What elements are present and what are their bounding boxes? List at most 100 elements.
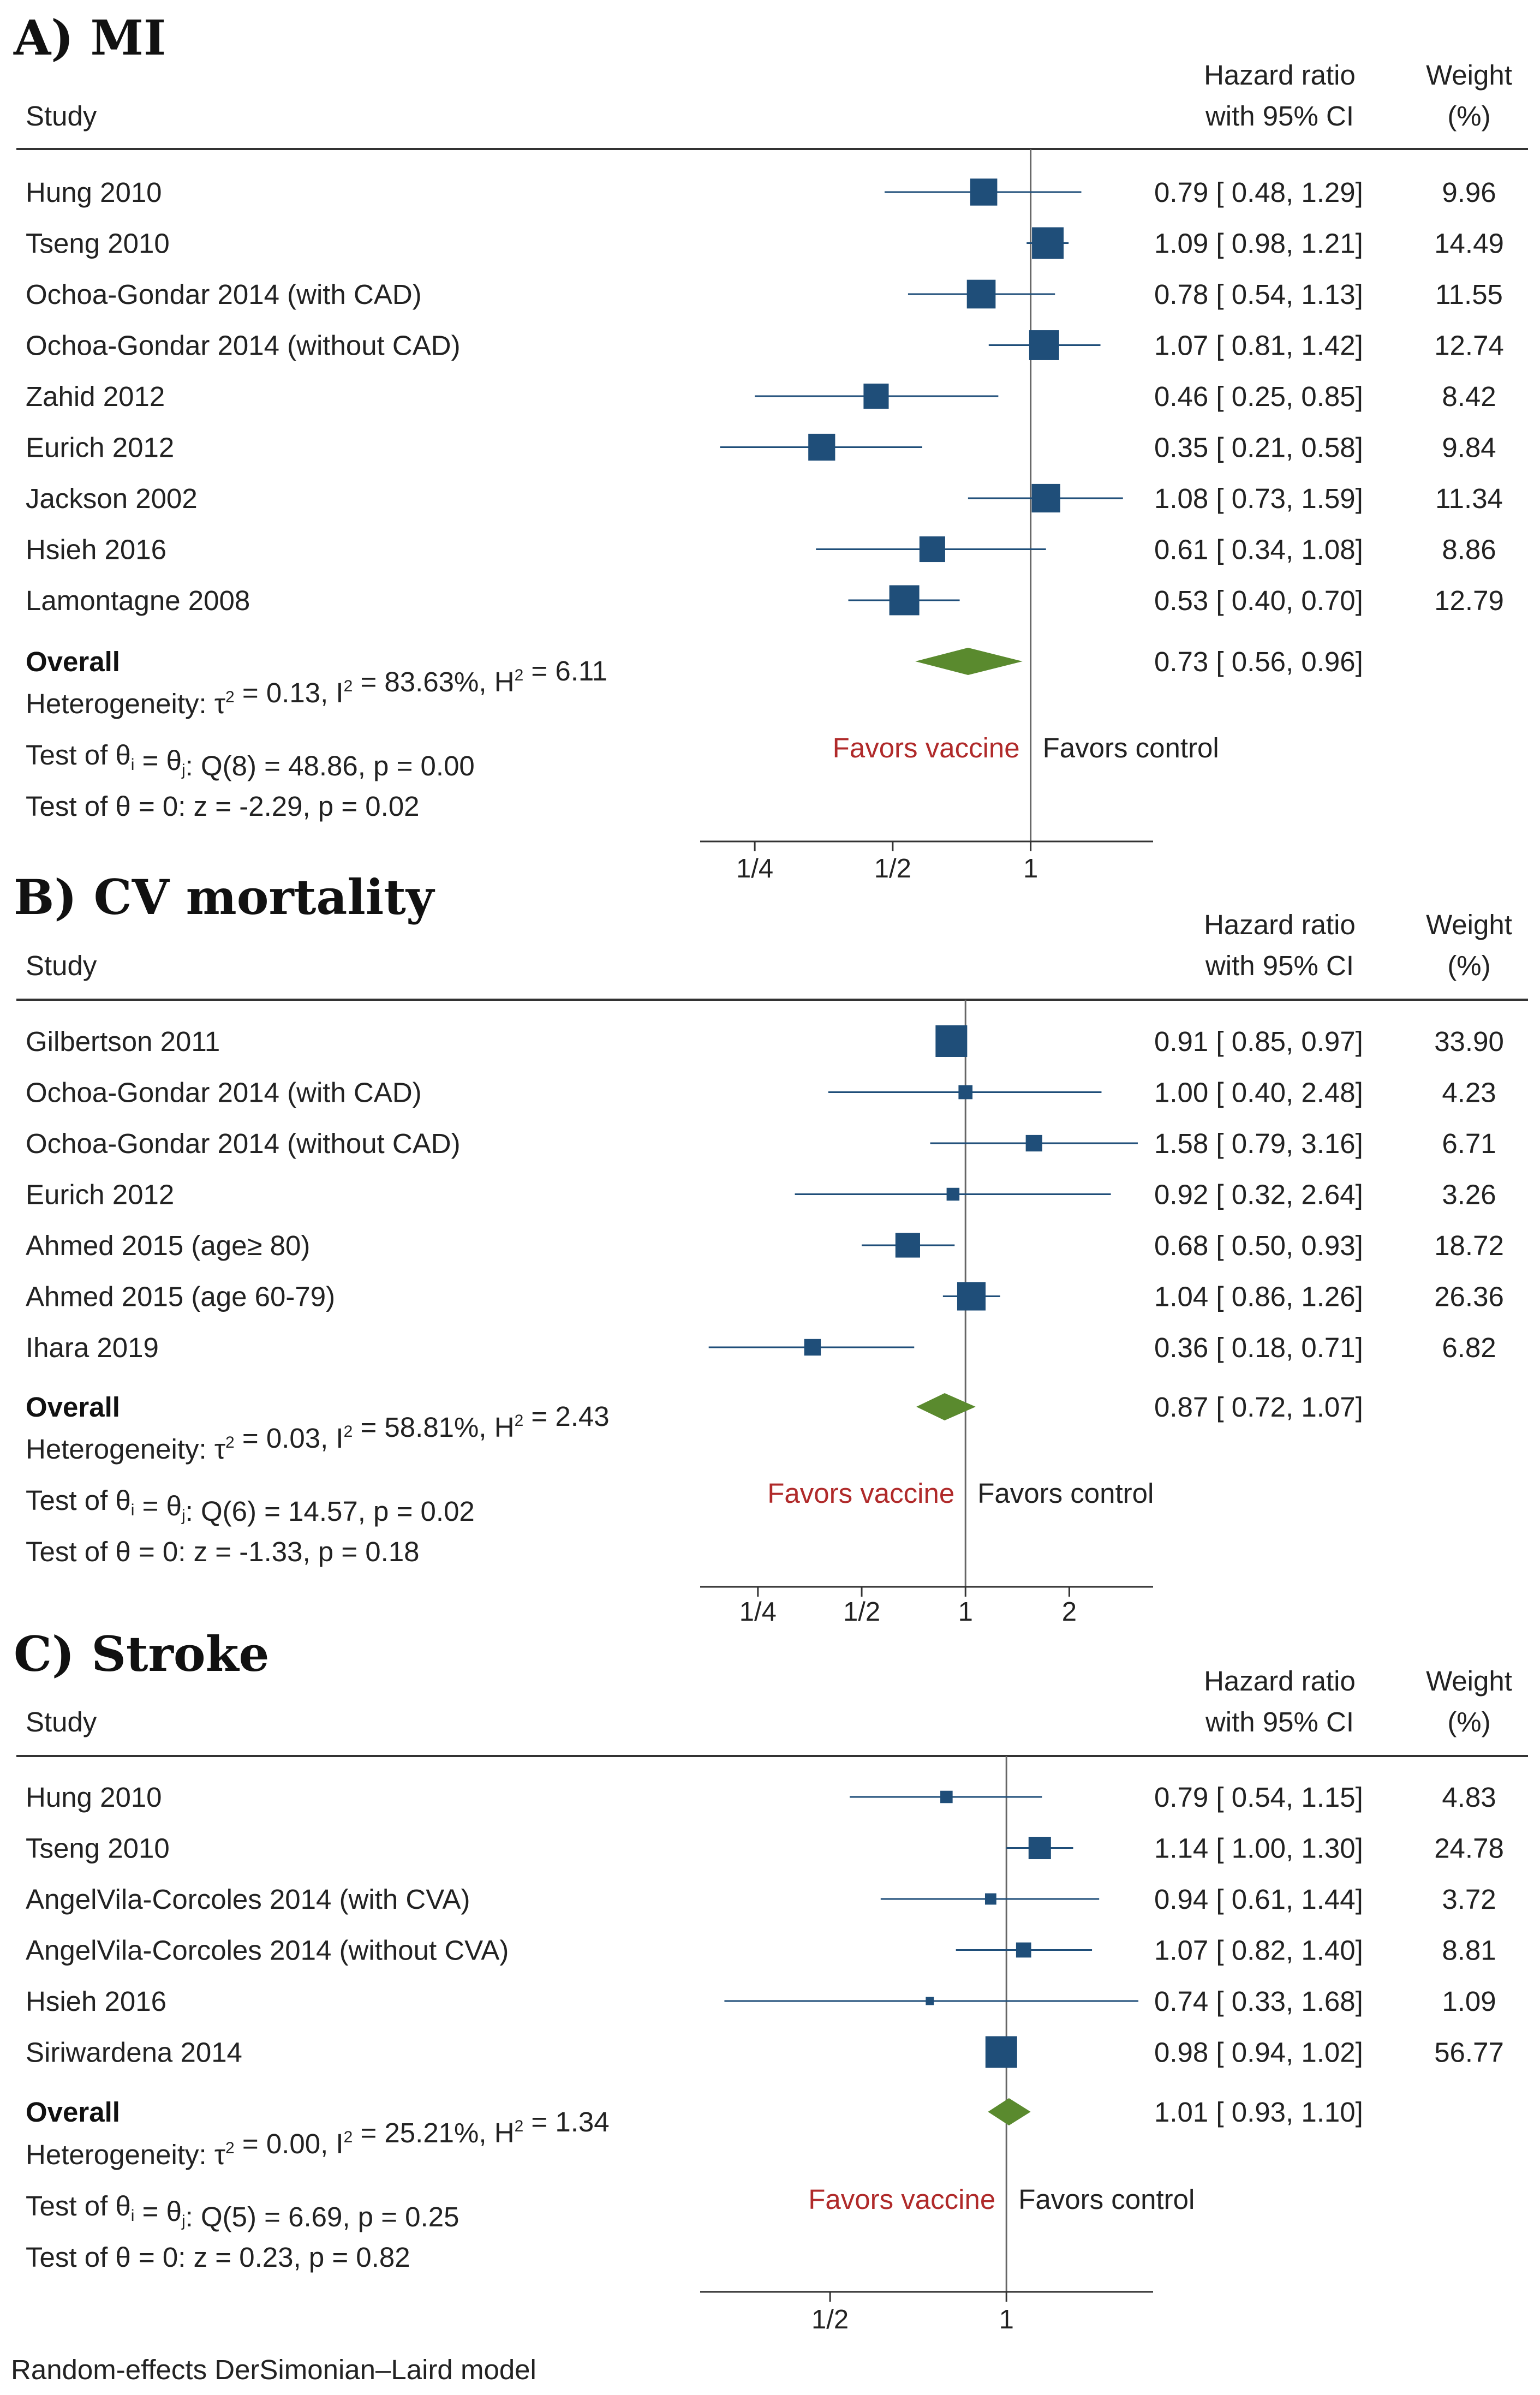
weight-value: 6.82 (1442, 1332, 1496, 1363)
stat-line: Test of θ = 0: z = -2.29, p = 0.02 (26, 791, 420, 822)
weight-value: 8.42 (1442, 381, 1496, 412)
study-row: Zahid 2012 0.46 [ 0.25, 0.85] 8.42 (26, 381, 1496, 412)
study-row: AngelVila-Corcoles 2014 (with CVA) 0.94 [… (26, 1884, 1496, 1915)
study-label: Lamontagne 2008 (26, 585, 250, 616)
stat-text: = 83.63%, H (353, 666, 514, 697)
study-row: Tseng 2010 1.14 [ 1.00, 1.30] 24.78 (26, 1833, 1504, 1864)
study-row: Lamontagne 2008 0.53 [ 0.40, 0.70] 12.79 (26, 585, 1504, 616)
stat-text: = 0.03, I (235, 1423, 344, 1454)
x-tick-label: 1 (999, 2305, 1014, 2334)
overall-hr-ci-value: 1.01 [ 0.93, 1.10] (1154, 2097, 1363, 2128)
hr-ci-value: 1.58 [ 0.79, 3.16] (1154, 1128, 1363, 1159)
stat-text: = 1.34 (523, 2106, 609, 2137)
panel-title: C) Stroke (14, 1626, 270, 1682)
stat-text: Heterogeneity: τ (26, 1434, 225, 1465)
study-label: Hsieh 2016 (26, 534, 166, 565)
study-row: Hsieh 2016 0.74 [ 0.33, 1.68] 1.09 (26, 1986, 1496, 2017)
favors-right-label: Favors control (977, 1478, 1154, 1509)
weight-value: 8.81 (1442, 1935, 1496, 1966)
stat-text: = θ (134, 745, 182, 776)
study-row: Hung 2010 0.79 [ 0.54, 1.15] 4.83 (26, 1782, 1496, 1813)
x-tick-label: 2 (1062, 1597, 1077, 1627)
header-study: Study (26, 950, 97, 981)
hr-marker (1016, 1942, 1031, 1958)
hr-ci-value: 1.08 [ 0.73, 1.59] (1154, 483, 1363, 514)
stat-text: = 2.43 (523, 1401, 609, 1432)
study-row: Ihara 2019 0.36 [ 0.18, 0.71] 6.82 (26, 1332, 1496, 1363)
study-row: Ochoa-Gondar 2014 (with CAD) 1.00 [ 0.40,… (26, 1077, 1496, 1108)
stat-line: Test of θi = θj: Q(6) = 14.57, p = 0.02 (26, 1485, 475, 1527)
study-label: Jackson 2002 (26, 483, 198, 514)
stat-script: i (131, 756, 135, 774)
hr-ci-value: 0.79 [ 0.48, 1.29] (1154, 177, 1363, 208)
stat-text: = θ (134, 1490, 182, 1521)
hr-ci-value: 0.61 [ 0.34, 1.08] (1154, 534, 1363, 565)
header-weight-line1: Weight (1426, 1665, 1512, 1697)
weight-value: 4.83 (1442, 1782, 1496, 1813)
stat-script: 2 (515, 666, 524, 684)
stat-script: j (181, 2212, 186, 2230)
overall-label: Overall (26, 646, 120, 677)
hr-marker (1025, 1134, 1042, 1152)
hr-ci-value: 0.74 [ 0.33, 1.68] (1154, 1986, 1363, 2017)
weight-value: 12.79 (1434, 585, 1504, 616)
hr-ci-value: 0.92 [ 0.32, 2.64] (1154, 1179, 1363, 1210)
hr-marker (958, 1085, 973, 1100)
weight-value: 9.96 (1442, 177, 1496, 208)
stat-text: : Q(6) = 14.57, p = 0.02 (186, 1496, 475, 1527)
study-label: AngelVila-Corcoles 2014 (without CVA) (26, 1935, 509, 1966)
hr-marker (985, 2036, 1017, 2068)
x-tick-label: 1/2 (874, 854, 911, 883)
study-label: Zahid 2012 (26, 381, 165, 412)
stat-text: Test of θ = 0: z = -1.33, p = 0.18 (26, 1536, 420, 1567)
hr-ci-value: 1.00 [ 0.40, 2.48] (1154, 1077, 1363, 1108)
study-label: Hsieh 2016 (26, 1986, 166, 2017)
panel-title: B) CV mortality (14, 869, 435, 925)
study-label: Ochoa-Gondar 2014 (without CAD) (26, 330, 461, 361)
stat-script: i (131, 1501, 135, 1519)
header-effect-line2: with 95% CI (1205, 1706, 1354, 1737)
favors-left-label: Favors vaccine (767, 1478, 954, 1509)
overall-label: Overall (26, 1391, 120, 1423)
hr-ci-value: 0.53 [ 0.40, 0.70] (1154, 585, 1363, 616)
study-label: Siriwardena 2014 (26, 2037, 242, 2068)
weight-value: 3.72 (1442, 1884, 1496, 1915)
study-row: Ahmed 2015 (age≥ 80) 0.68 [ 0.50, 0.93] 18… (26, 1230, 1504, 1261)
stat-script: 2 (515, 2117, 524, 2135)
stat-text: = 0.13, I (235, 677, 344, 708)
study-row: Ochoa-Gondar 2014 (with CAD) 0.78 [ 0.54,… (26, 279, 1503, 310)
stat-text: Test of θ (26, 2190, 131, 2221)
study-label: Tseng 2010 (26, 228, 170, 259)
hr-marker (970, 178, 998, 206)
hr-marker (1032, 227, 1064, 259)
weight-value: 24.78 (1434, 1833, 1504, 1864)
stat-line: Test of θi = θj: Q(8) = 48.86, p = 0.00 (26, 739, 475, 781)
hr-marker (984, 1893, 996, 1905)
header-study: Study (26, 100, 97, 132)
overall-diamond (916, 1393, 976, 1420)
stat-line: Test of θ = 0: z = 0.23, p = 0.82 (26, 2242, 410, 2273)
forest-panel-3: C) Stroke Study Hazard ratio with 95% CI Wei… (14, 1626, 1528, 2334)
x-tick-label: 1 (958, 1597, 973, 1627)
header-weight-line1: Weight (1426, 909, 1512, 940)
overall-hr-ci-value: 0.73 [ 0.56, 0.96] (1154, 646, 1363, 677)
overall-label: Overall (26, 2097, 120, 2128)
stat-text: Test of θ (26, 739, 131, 771)
hr-marker (940, 1790, 953, 1803)
study-label: Ihara 2019 (26, 1332, 159, 1363)
overall-diamond (915, 648, 1023, 675)
stat-text: Heterogeneity: τ (26, 2139, 225, 2170)
header-weight-line2: (%) (1447, 950, 1490, 981)
stat-text: Test of θ (26, 1485, 131, 1516)
study-label: Ochoa-Gondar 2014 (without CAD) (26, 1128, 461, 1159)
study-label: AngelVila-Corcoles 2014 (with CVA) (26, 1884, 470, 1915)
x-tick-label: 1/4 (739, 1597, 777, 1627)
hr-marker (946, 1187, 960, 1201)
study-label: Ahmed 2015 (age≥ 80) (26, 1230, 310, 1261)
header-effect-line1: Hazard ratio (1204, 1665, 1356, 1697)
weight-value: 8.86 (1442, 534, 1496, 565)
header-weight-line2: (%) (1447, 1706, 1490, 1737)
hr-marker (1031, 483, 1060, 513)
hr-ci-value: 0.78 [ 0.54, 1.13] (1154, 279, 1363, 310)
favors-left-label: Favors vaccine (808, 2184, 995, 2215)
